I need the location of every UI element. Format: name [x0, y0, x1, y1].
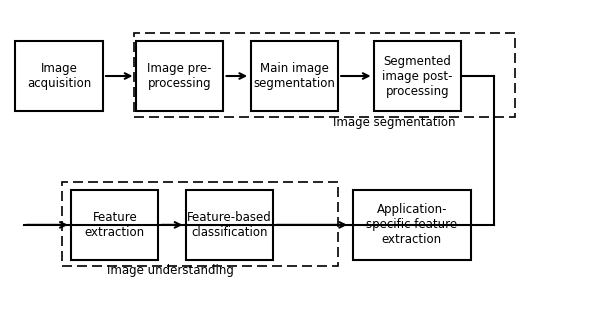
Bar — [134, 33, 515, 117]
Bar — [71, 190, 158, 260]
Bar — [136, 41, 223, 111]
Text: Image
acquisition: Image acquisition — [27, 62, 91, 90]
Text: Main image
segmentation: Main image segmentation — [253, 62, 335, 90]
Bar — [353, 190, 470, 260]
Bar — [15, 41, 103, 111]
Text: Image segmentation: Image segmentation — [333, 116, 455, 129]
Text: Feature-based
classification: Feature-based classification — [187, 211, 272, 239]
Bar — [186, 190, 273, 260]
Bar — [374, 41, 461, 111]
Text: Image pre-
processing: Image pre- processing — [147, 62, 212, 90]
Text: Feature
extraction: Feature extraction — [85, 211, 145, 239]
Text: Application-
specific feature
extraction: Application- specific feature extraction — [366, 203, 457, 246]
Text: Image understanding: Image understanding — [107, 264, 234, 277]
Bar — [62, 182, 338, 266]
Text: Segmented
image post-
processing: Segmented image post- processing — [382, 55, 453, 98]
Bar — [251, 41, 338, 111]
